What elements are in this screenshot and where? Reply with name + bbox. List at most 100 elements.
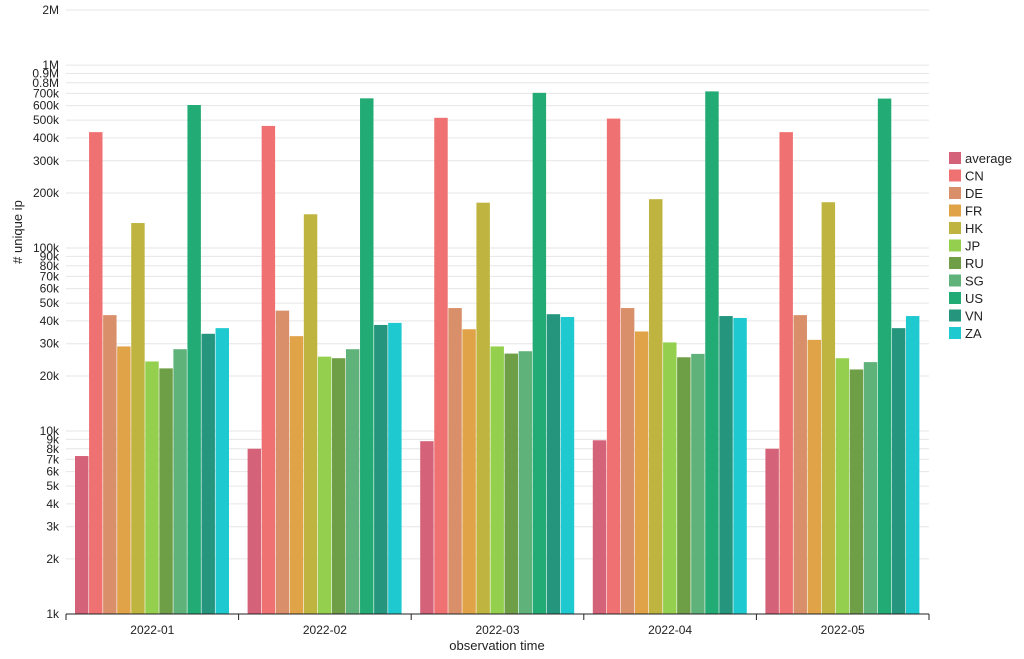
- y-tick-label: 7k: [46, 452, 60, 466]
- legend-swatch-hk: [949, 222, 961, 234]
- bar-sg-2022-02: [345, 349, 360, 614]
- y-tick-label: 0.8M: [32, 76, 59, 90]
- bar-za-2022-04: [733, 317, 747, 614]
- bar-de-2022-02: [275, 310, 290, 614]
- x-tick-label: 2022-05: [821, 623, 865, 637]
- bar-sg-2022-04: [691, 353, 705, 614]
- y-tick-label: 9k: [46, 432, 60, 446]
- y-tick-label: 60k: [40, 282, 60, 296]
- y-tick-label: 1k: [46, 607, 60, 621]
- legend-swatch-us: [949, 292, 961, 304]
- bar-us-2022-03: [532, 92, 547, 615]
- legend-label-ru: RU: [965, 256, 984, 271]
- bar-de-2022-01: [103, 315, 117, 614]
- legend-label-jp: JP: [965, 239, 980, 254]
- legend-label-fr: FR: [965, 204, 982, 219]
- bar-de-2022-05: [793, 315, 807, 614]
- bars: [75, 91, 920, 615]
- bar-cn-2022-02: [261, 125, 276, 614]
- bar-average-2022-01: [75, 456, 89, 614]
- y-tick-label: 70k: [40, 269, 60, 283]
- legend-label-vn: VN: [965, 309, 983, 324]
- bar-cn-2022-03: [434, 117, 448, 614]
- y-tick-label: 600k: [33, 99, 60, 113]
- bar-fr-2022-05: [807, 339, 822, 614]
- bar-vn-2022-02: [374, 324, 388, 614]
- y-tick-label: 2k: [46, 552, 60, 566]
- bar-jp-2022-05: [835, 358, 850, 614]
- x-axis-title: observation time: [449, 638, 544, 653]
- bar-sg-2022-05: [863, 362, 878, 614]
- bar-vn-2022-04: [719, 316, 733, 614]
- x-tick-label: 2022-01: [130, 623, 174, 637]
- bar-hk-2022-05: [821, 202, 836, 614]
- bar-sg-2022-01: [173, 349, 187, 614]
- bar-us-2022-05: [877, 98, 892, 615]
- y-tick-label: 3k: [46, 520, 60, 534]
- bar-cn-2022-04: [606, 118, 621, 615]
- x-tick-label: 2022-02: [303, 623, 347, 637]
- bar-vn-2022-03: [546, 314, 561, 614]
- bar-za-2022-05: [905, 316, 920, 614]
- bar-ru-2022-01: [159, 368, 173, 614]
- legend-label-de: DE: [965, 186, 983, 201]
- y-tick-label: 500k: [33, 113, 60, 127]
- bar-sg-2022-03: [518, 351, 533, 614]
- bar-ru-2022-05: [849, 369, 864, 614]
- legend-swatch-average: [949, 152, 961, 164]
- x-tick-label: 2022-03: [475, 623, 519, 637]
- legend-swatch-vn: [949, 309, 961, 322]
- bar-us-2022-02: [360, 98, 374, 614]
- y-tick-label: 4k: [46, 497, 60, 511]
- y-tick-label: 2M: [42, 3, 59, 17]
- legend-swatch-fr: [949, 204, 961, 217]
- legend-label-za: ZA: [965, 326, 982, 341]
- y-tick-label: 5k: [46, 479, 60, 493]
- y-tick-label: 80k: [40, 259, 60, 273]
- y-tick-label: 100k: [33, 241, 60, 255]
- y-tick-label: 6k: [46, 465, 60, 479]
- y-tick-label: 40k: [40, 314, 60, 328]
- bar-hk-2022-01: [131, 223, 145, 614]
- legend-swatch-sg: [949, 274, 961, 287]
- bar-vn-2022-01: [201, 333, 215, 614]
- bar-us-2022-04: [705, 91, 719, 615]
- y-tick-label: 300k: [33, 154, 60, 168]
- bar-de-2022-03: [448, 308, 462, 614]
- bar-average-2022-04: [592, 440, 607, 614]
- bar-average-2022-02: [247, 448, 262, 614]
- y-tick-label: 400k: [33, 131, 60, 145]
- y-tick-label: 50k: [40, 296, 60, 310]
- bar-cn-2022-05: [779, 132, 793, 614]
- y-tick-label: 200k: [33, 186, 60, 200]
- bar-ru-2022-03: [504, 353, 518, 614]
- y-tick-label: 8k: [46, 442, 60, 456]
- legend-label-us: US: [965, 291, 983, 306]
- bar-jp-2022-04: [663, 342, 677, 614]
- y-tick-label: 30k: [40, 337, 60, 351]
- legend: average CN DE FR HK JP RU SG US VN ZA: [949, 151, 1012, 341]
- bar-hk-2022-03: [476, 202, 490, 614]
- legend-swatch-jp: [949, 239, 961, 252]
- y-tick-label: 1M: [42, 58, 59, 72]
- legend-swatch-za: [949, 327, 961, 339]
- bar-hk-2022-02: [303, 214, 318, 615]
- legend-label-average: average: [965, 151, 1012, 166]
- bar-za-2022-02: [388, 322, 402, 614]
- bar-za-2022-03: [560, 316, 575, 614]
- bar-us-2022-01: [187, 105, 201, 614]
- y-tick-label: 20k: [40, 369, 60, 383]
- legend-label-sg: SG: [965, 274, 984, 289]
- bar-vn-2022-05: [891, 328, 906, 614]
- legend-label-hk: HK: [965, 221, 983, 236]
- bar-fr-2022-01: [117, 346, 131, 614]
- bar-average-2022-05: [765, 448, 779, 614]
- legend-swatch-de: [949, 187, 961, 199]
- y-axis-title: # unique ip: [10, 200, 25, 264]
- legend-swatch-ru: [949, 257, 961, 269]
- x-tick-label: 2022-04: [648, 623, 692, 637]
- bar-de-2022-04: [620, 308, 635, 614]
- bar-za-2022-01: [215, 328, 229, 614]
